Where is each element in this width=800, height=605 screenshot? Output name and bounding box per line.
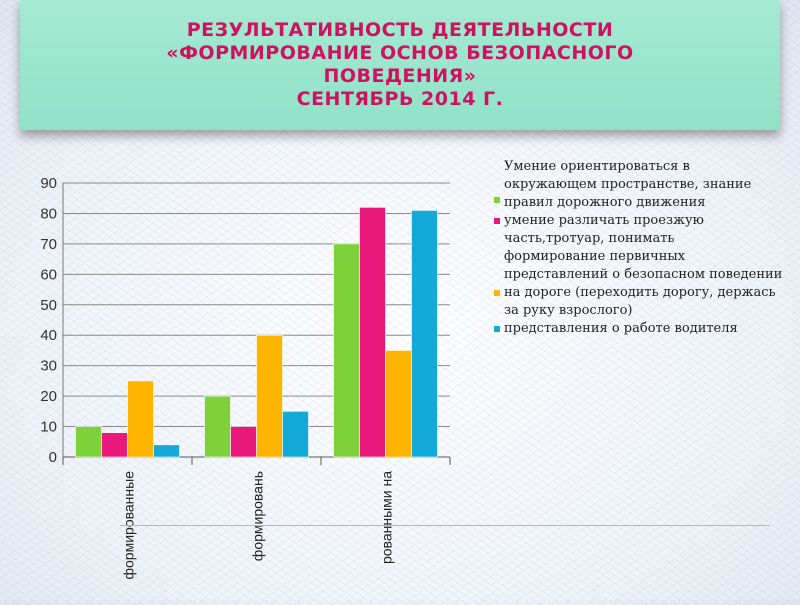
legend-swatch-blue [494,326,500,332]
y-tick-label: 60 [40,266,57,283]
title-line-1: РЕЗУЛЬТАТИВНОСТЬ ДЕЯТЕЛЬНОСТИ [186,19,614,41]
legend-label-orange: формирование первичных представлений о б… [504,249,783,318]
legend-label-blue: представления о работе водителя [504,321,738,336]
chart-legend: Умение ориентироваться в окружающем прос… [494,158,784,338]
y-tick-label: 20 [40,388,57,405]
title-line-3: ПОВЕДЕНИЯ» [323,65,477,87]
bar [359,207,386,458]
legend-item-green: Умение ориентироваться в окружающем прос… [494,158,784,212]
bar [411,210,438,458]
legend-swatch-green [494,197,500,203]
y-tick-label: 40 [40,327,57,344]
y-tick-label: 0 [49,449,57,466]
bar [75,426,102,458]
legend-item-blue: представления о работе водителя [494,320,784,338]
legend-item-pink: умение различать проезжую часть,тротуар,… [494,212,784,248]
y-tick-label: 70 [40,236,57,253]
y-tick-label: 50 [40,297,57,314]
bar [333,243,360,458]
y-tick-label: 90 [40,175,57,192]
y-tick-label: 30 [40,358,57,375]
bar [230,426,257,458]
bar [282,411,309,458]
bar [127,380,154,458]
bar [204,395,231,458]
y-tick-label: 80 [40,205,57,222]
title-line-2: «ФОРМИРОВАНИЕ ОСНОВ БЕЗОПАСНОГО [166,42,634,64]
legend-label-green: Умение ориентироваться в окружающем прос… [504,159,752,210]
legend-label-pink: умение различать проезжую часть,тротуар,… [504,213,704,246]
legend-swatch-orange [494,290,500,296]
legend-item-orange: формирование первичных представлений о б… [494,248,784,320]
bottom-divider [120,525,770,526]
y-tick-label: 10 [40,419,57,436]
x-category-label: формировань [250,471,266,561]
bar [385,350,412,458]
bar [101,432,128,458]
bar [256,334,283,458]
title-line-4: СЕНТЯБРЬ 2014 Г. [296,88,504,110]
legend-swatch-pink [494,218,500,224]
title-banner: РЕЗУЛЬТАТИВНОСТЬ ДЕЯТЕЛЬНОСТИ «ФОРМИРОВА… [20,0,780,130]
bar [153,444,180,458]
bar-chart: 0 10 20 30 40 50 60 70 80 90 формированные формиров… [0,160,470,600]
x-category-label: рованными на [379,471,395,564]
